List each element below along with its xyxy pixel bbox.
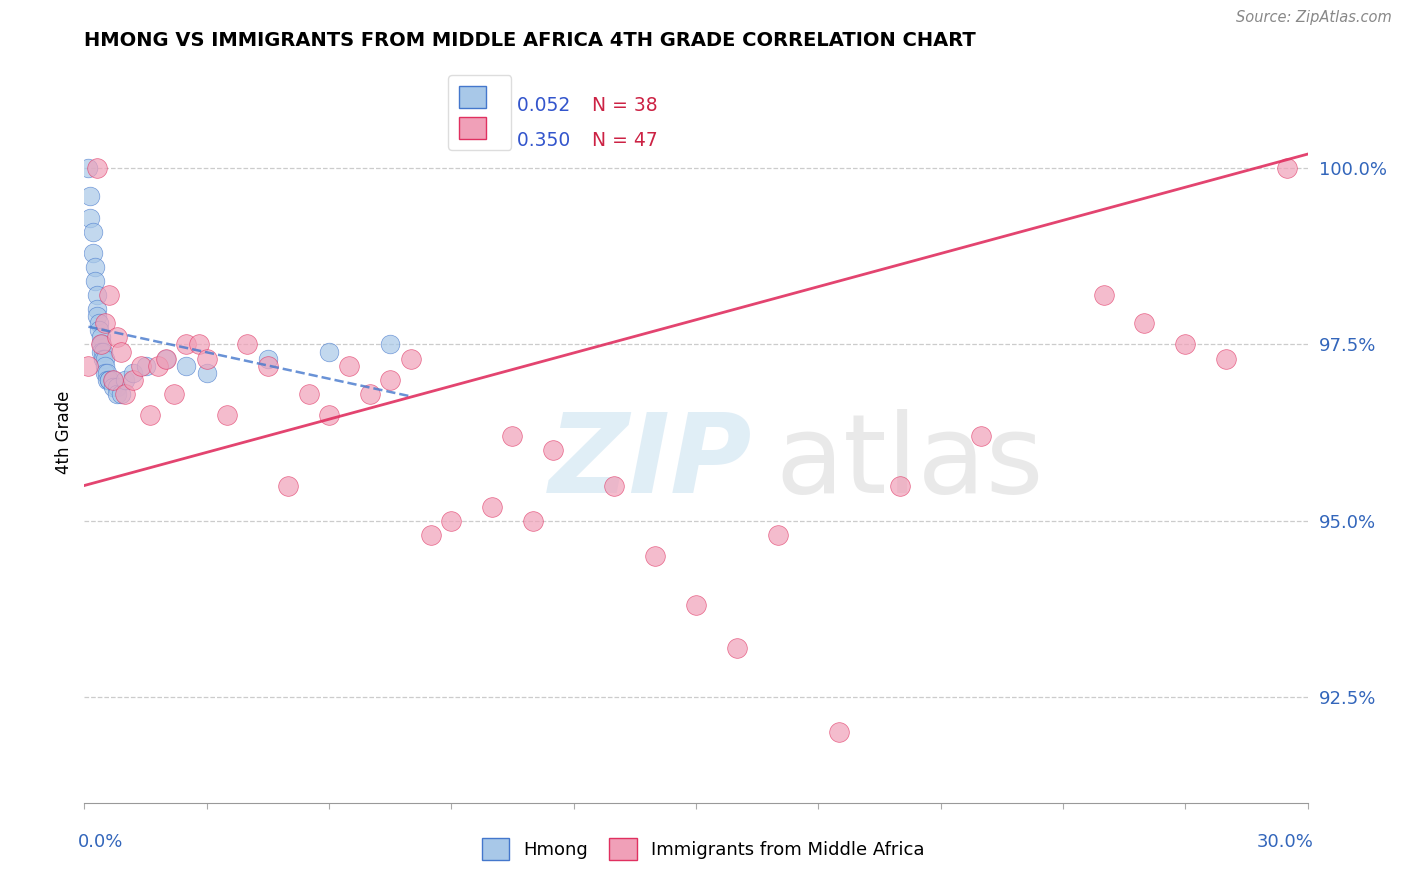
Point <box>101 380 124 394</box>
Point <box>105 330 128 344</box>
Point <box>146 359 169 373</box>
Point <box>522 514 544 528</box>
Point <box>828 725 851 739</box>
Point <box>83 274 105 288</box>
Point <box>163 387 186 401</box>
Point <box>122 373 145 387</box>
Point <box>86 302 108 317</box>
Point <box>277 478 299 492</box>
Point <box>339 359 361 373</box>
Point <box>155 351 177 366</box>
Point <box>138 408 160 422</box>
Point <box>257 359 280 373</box>
Point <box>399 351 422 366</box>
Point <box>114 387 136 401</box>
Point <box>110 387 132 401</box>
Legend: Hmong, Immigrants from Middle Africa: Hmong, Immigrants from Middle Africa <box>474 830 932 867</box>
Point <box>97 288 120 302</box>
Point <box>114 373 136 387</box>
Point <box>766 528 789 542</box>
Point <box>685 599 707 613</box>
Point <box>725 640 748 655</box>
Point <box>83 260 105 274</box>
Point <box>970 429 993 443</box>
Point <box>90 330 112 344</box>
Text: ZIP: ZIP <box>550 409 752 516</box>
Text: HMONG VS IMMIGRANTS FROM MIDDLE AFRICA 4TH GRADE CORRELATION CHART: HMONG VS IMMIGRANTS FROM MIDDLE AFRICA 4… <box>84 30 976 50</box>
Point <box>318 408 340 422</box>
Point <box>93 366 115 380</box>
Text: N = 38: N = 38 <box>592 95 658 115</box>
Point <box>236 337 259 351</box>
Text: 30.0%: 30.0% <box>1257 833 1313 851</box>
Text: N = 47: N = 47 <box>592 131 658 150</box>
Point <box>195 366 218 380</box>
Point <box>79 189 101 203</box>
Point <box>96 366 118 380</box>
Point <box>131 359 153 373</box>
Point <box>77 161 100 176</box>
Point <box>359 387 381 401</box>
Point <box>105 380 128 394</box>
Point <box>543 443 565 458</box>
Point <box>174 359 197 373</box>
Point <box>86 161 108 176</box>
Text: 0.0%: 0.0% <box>79 833 124 851</box>
Point <box>79 211 101 225</box>
Point <box>481 500 503 514</box>
Point <box>93 359 115 373</box>
Legend: , : , <box>449 75 512 150</box>
Point <box>318 344 340 359</box>
Point <box>97 373 120 387</box>
Point <box>97 373 120 387</box>
Point <box>187 337 209 351</box>
Point <box>93 316 115 330</box>
Point <box>90 337 112 351</box>
Text: R = 0.350: R = 0.350 <box>475 131 569 150</box>
Point <box>644 549 666 563</box>
Point <box>1174 337 1197 351</box>
Text: R = 0.052: R = 0.052 <box>475 95 569 115</box>
Point <box>380 337 402 351</box>
Point <box>91 344 114 359</box>
Point <box>1092 288 1115 302</box>
Point <box>502 429 524 443</box>
Point <box>257 351 280 366</box>
Point <box>603 478 626 492</box>
Point <box>91 351 114 366</box>
Point <box>122 366 145 380</box>
Text: atlas: atlas <box>776 409 1045 516</box>
Point <box>380 373 402 387</box>
Point <box>86 288 108 302</box>
Point <box>86 310 108 324</box>
Point <box>87 316 110 330</box>
Point <box>217 408 239 422</box>
Point <box>1133 316 1156 330</box>
Point <box>82 225 104 239</box>
Point <box>155 351 177 366</box>
Point <box>82 245 104 260</box>
Point <box>889 478 911 492</box>
Point <box>93 351 115 366</box>
Point <box>298 387 321 401</box>
Point <box>101 373 124 387</box>
Point <box>77 359 100 373</box>
Point <box>110 344 132 359</box>
Point <box>1215 351 1237 366</box>
Point <box>440 514 463 528</box>
Point <box>135 359 157 373</box>
Point <box>105 387 128 401</box>
Point <box>174 337 197 351</box>
Y-axis label: 4th Grade: 4th Grade <box>55 391 73 475</box>
Point <box>90 344 112 359</box>
Point <box>90 337 112 351</box>
Point <box>101 373 124 387</box>
Point <box>195 351 218 366</box>
Point <box>87 323 110 337</box>
Point <box>1277 161 1299 176</box>
Text: Source: ZipAtlas.com: Source: ZipAtlas.com <box>1236 11 1392 25</box>
Point <box>96 373 118 387</box>
Point <box>420 528 443 542</box>
